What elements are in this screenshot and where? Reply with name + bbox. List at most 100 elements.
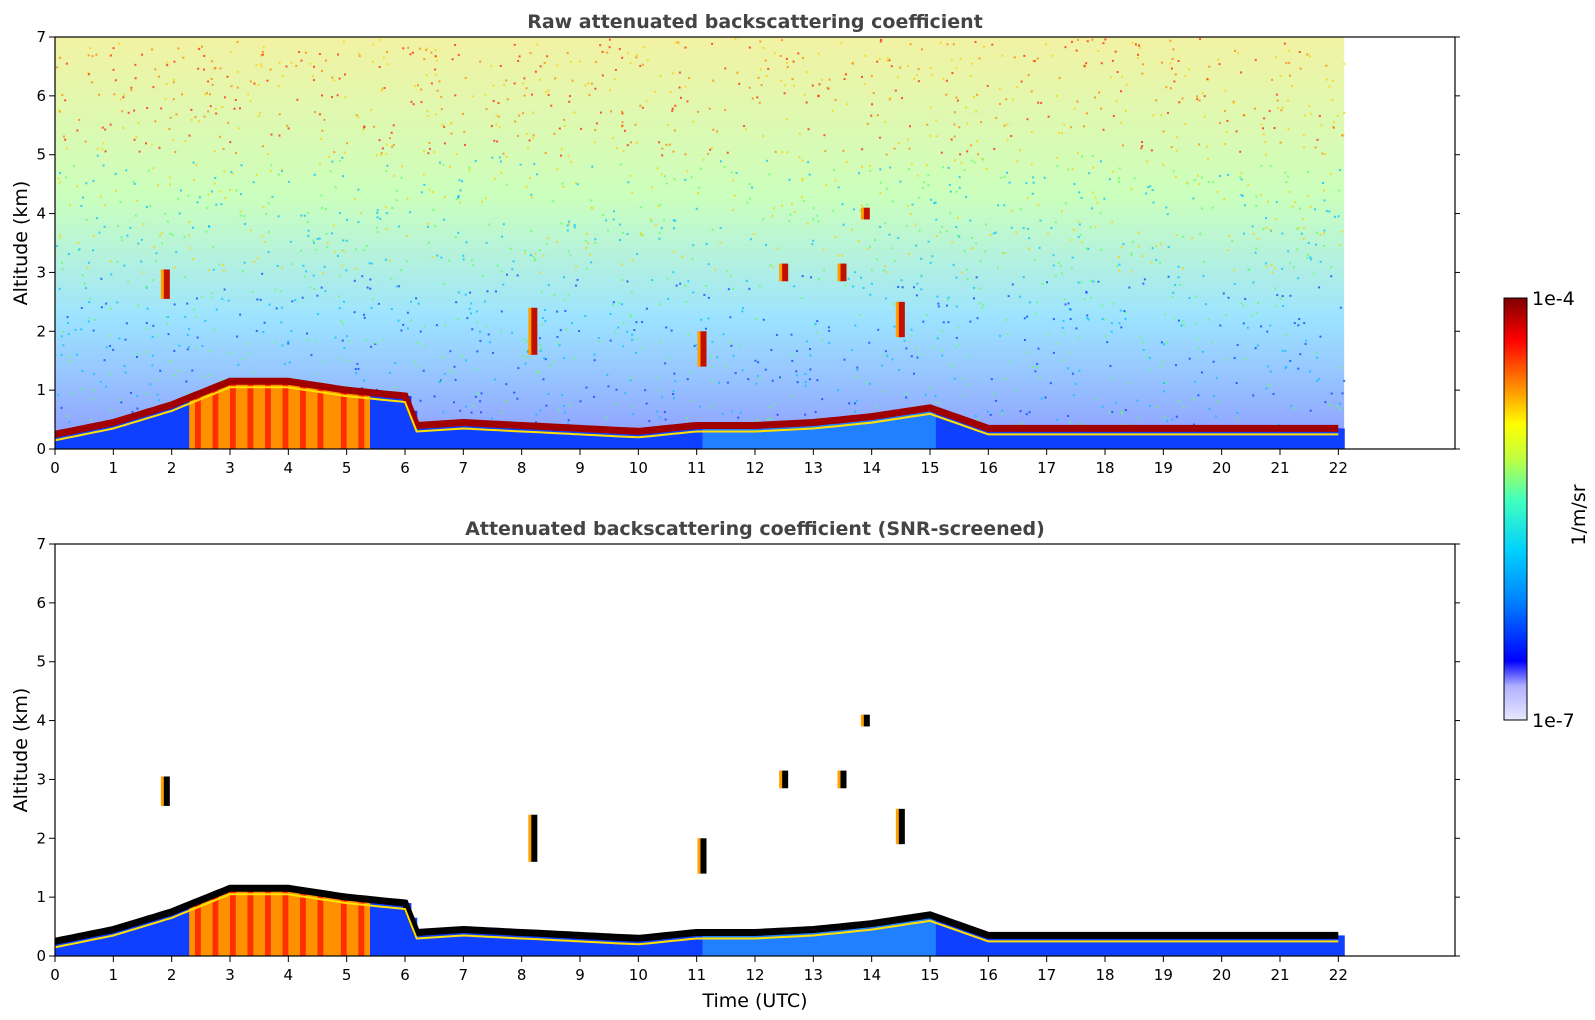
noise-speck [320,138,323,141]
noise-speck [1177,319,1180,322]
noise-speck [755,317,758,320]
noise-speck [775,333,778,336]
noise-speck [462,254,465,257]
noise-speck [1213,395,1216,398]
noise-speck [861,148,864,151]
boundary-layer-column [1110,428,1118,449]
noise-speck [1242,322,1245,325]
noise-speck [888,233,891,236]
boundary-layer-column [620,430,628,449]
noise-speck [558,344,561,347]
noise-speck [915,294,918,297]
noise-speck [1103,197,1106,200]
noise-speck [804,381,807,384]
noise-speck [57,394,60,397]
noise-speck [262,206,265,209]
noise-speck [605,219,608,222]
noise-speck [687,280,690,283]
noise-speck [1141,145,1144,148]
noise-speck [322,272,325,275]
noise-speck [489,341,492,344]
noise-speck [400,329,403,332]
noise-speck [511,331,514,334]
noise-speck [679,282,682,285]
boundary-layer-column [445,930,453,956]
bottom-panel-title: Attenuated backscattering coefficient (S… [465,518,1045,540]
noise-speck [1329,173,1332,176]
noise-speck [74,328,77,331]
noise-speck [529,254,532,257]
boundary-layer-column [1011,428,1019,449]
noise-speck [192,178,195,181]
noise-speck [1007,295,1010,298]
noise-speck [1169,87,1172,90]
noise-speck [635,321,638,324]
noise-speck [1118,263,1121,266]
noise-speck [860,276,863,279]
noise-speck [88,317,91,320]
noise-speck [1236,411,1239,414]
noise-speck [699,167,702,170]
noise-speck [590,206,593,209]
noise-speck [1094,96,1097,99]
noise-speck [664,362,667,365]
noise-speck [400,176,403,179]
noise-speck [648,420,651,423]
noise-speck [1166,419,1169,422]
noise-speck [710,355,713,358]
noise-speck [1267,365,1270,368]
noise-speck [422,173,425,176]
noise-speck [738,82,741,85]
noise-speck [553,360,556,363]
cloud-patch-edge [160,269,164,299]
boundary-layer-column [1175,428,1182,449]
noise-speck [333,151,336,154]
noise-speck [236,335,239,338]
noise-speck [1292,266,1295,269]
boundary-layer-column [346,897,354,956]
noise-speck [999,103,1002,106]
boundary-layer-column [1268,428,1275,449]
noise-speck [173,60,176,63]
noise-speck [1022,227,1025,230]
noise-speck [1026,351,1029,354]
noise-speck [385,228,388,231]
noise-speck [1256,344,1259,347]
noise-speck [141,53,144,56]
boundary-layer-column [597,936,604,956]
noise-speck [712,128,715,131]
noise-speck [212,268,215,271]
noise-speck [621,279,624,282]
x-tick-label: 6 [400,459,410,477]
noise-speck [626,51,629,54]
noise-speck [236,40,239,43]
y-tick-label: 2 [36,322,46,340]
noise-speck [532,111,535,114]
noise-speck [1049,382,1052,385]
boundary-layer-column [930,914,937,956]
noise-speck [967,383,970,386]
noise-speck [1130,188,1133,191]
noise-speck [280,266,283,269]
noise-speck [854,271,857,274]
noise-speck [261,272,264,275]
noise-speck [1032,176,1035,179]
noise-speck [513,391,516,394]
boundary-layer-column [1064,935,1071,956]
noise-speck [640,347,643,350]
boundary-layer-column [95,933,103,956]
noise-speck [910,355,913,358]
noise-speck [357,116,360,119]
noise-speck [1099,212,1102,215]
noise-speck [253,82,256,85]
noise-speck [946,298,949,301]
boundary-layer-column [685,933,692,956]
noise-speck [471,328,474,331]
noise-speck [1243,232,1246,235]
noise-speck [87,320,90,323]
noise-speck [123,264,126,267]
noise-speck [684,284,687,287]
noise-speck [126,234,129,237]
boundary-layer-column [393,394,400,449]
noise-speck [1180,324,1183,327]
